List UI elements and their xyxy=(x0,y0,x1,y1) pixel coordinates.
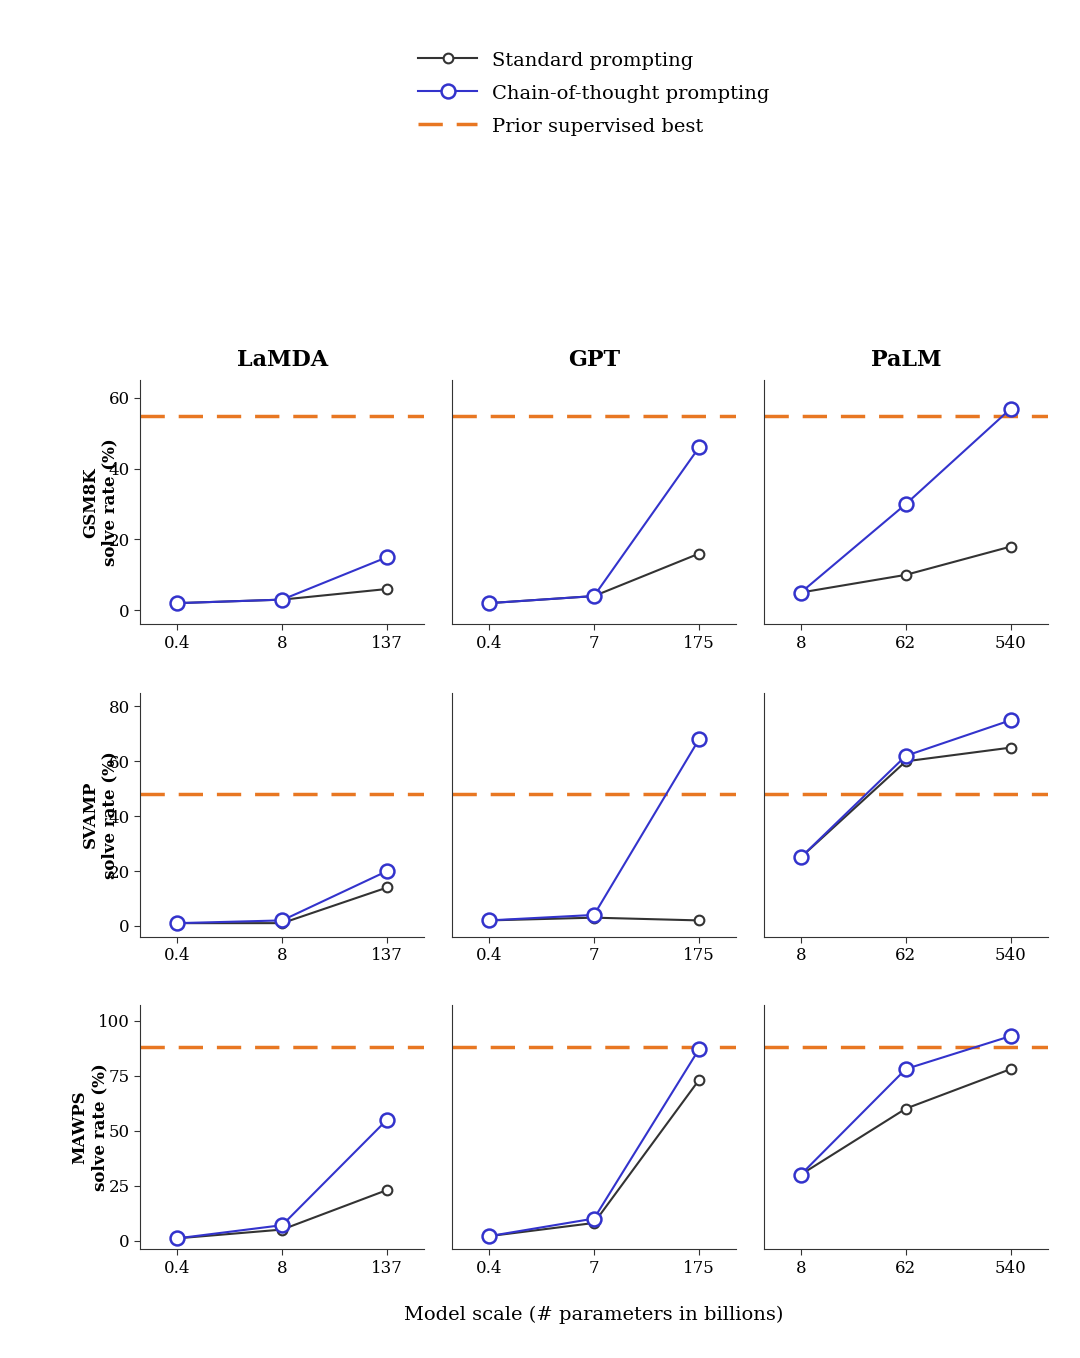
Y-axis label: MAWPS
solve rate (%): MAWPS solve rate (%) xyxy=(71,1063,108,1191)
Title: GPT: GPT xyxy=(568,349,620,371)
Text: Model scale (# parameters in billions): Model scale (# parameters in billions) xyxy=(404,1306,784,1324)
Y-axis label: GSM8K
solve rate (%): GSM8K solve rate (%) xyxy=(82,439,119,566)
Legend: Standard prompting, Chain-of-thought prompting, Prior supervised best: Standard prompting, Chain-of-thought pro… xyxy=(418,50,770,136)
Title: LaMDA: LaMDA xyxy=(237,349,327,371)
Title: PaLM: PaLM xyxy=(870,349,941,371)
Y-axis label: SVAMP
solve rate (%): SVAMP solve rate (%) xyxy=(82,751,119,879)
